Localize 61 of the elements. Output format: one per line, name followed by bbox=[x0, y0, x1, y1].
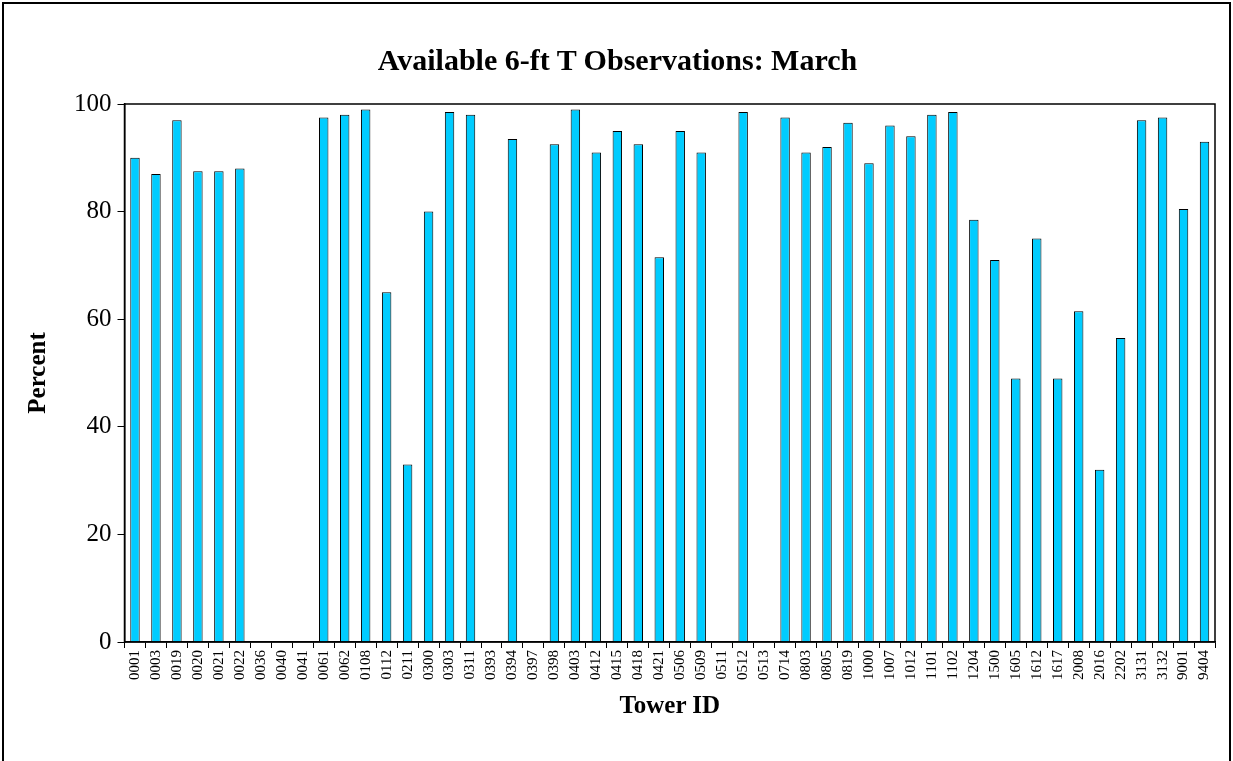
x-tick-label: 0108 bbox=[356, 650, 373, 680]
x-tick-label: 0020 bbox=[188, 650, 205, 680]
x-tick-label: 0001 bbox=[125, 650, 142, 680]
x-tick-label: 1012 bbox=[901, 650, 918, 680]
x-tick-label: 2202 bbox=[1111, 650, 1128, 680]
x-tick-label: 0397 bbox=[524, 649, 541, 680]
x-tick-label: 0819 bbox=[838, 650, 855, 680]
x-tick-label: 1007 bbox=[880, 649, 897, 680]
x-tick-label: 0418 bbox=[629, 650, 646, 680]
x-tick-label: 0019 bbox=[167, 650, 184, 680]
x-tick-label: 0403 bbox=[566, 650, 583, 680]
x-tick-label: 0022 bbox=[230, 650, 247, 680]
x-tick-label: 0513 bbox=[755, 650, 772, 680]
x-tick-label: 0021 bbox=[209, 650, 226, 680]
x-tick-label: 0511 bbox=[713, 650, 730, 680]
y-tick-label: 20 bbox=[86, 518, 112, 546]
x-tick-label: 2008 bbox=[1069, 650, 1086, 680]
x-tick-label: 0714 bbox=[776, 649, 793, 680]
x-tick-label: 1500 bbox=[985, 650, 1002, 680]
x-tick-label: 0506 bbox=[671, 649, 688, 680]
x-tick-label: 0394 bbox=[503, 649, 520, 680]
x-tick-label: 0509 bbox=[692, 650, 709, 680]
x-tick-label: 0398 bbox=[545, 650, 562, 680]
x-tick-label: 0211 bbox=[398, 650, 415, 680]
y-tick-label: 0 bbox=[99, 626, 112, 654]
x-tick-label: 0803 bbox=[797, 650, 813, 680]
x-tick-label: 0512 bbox=[734, 650, 751, 680]
y-tick-label: 40 bbox=[86, 411, 112, 439]
x-tick-label: 1101 bbox=[922, 650, 939, 680]
y-axis-title: Percent bbox=[23, 331, 51, 414]
x-tick-label: 0040 bbox=[272, 650, 289, 680]
y-tick-label: 60 bbox=[86, 303, 112, 331]
x-tick-label: 0036 bbox=[251, 649, 268, 680]
x-tick-label: 3132 bbox=[1153, 650, 1170, 680]
x-tick-label: 1605 bbox=[1006, 650, 1023, 680]
x-tick-label: 1612 bbox=[1027, 650, 1044, 680]
x-tick-label: 0421 bbox=[650, 650, 667, 680]
x-tick-label: 2016 bbox=[1090, 649, 1107, 680]
x-tick-label: 0303 bbox=[440, 650, 457, 680]
x-tick-label: 9404 bbox=[1195, 649, 1212, 680]
x-tick-label: 1617 bbox=[1048, 649, 1065, 680]
x-tick-label: 9001 bbox=[1174, 650, 1191, 680]
chart-title: Available 6-ft T Observations: March bbox=[377, 42, 858, 76]
x-tick-label: 1000 bbox=[859, 650, 876, 680]
x-tick-label: 1204 bbox=[964, 649, 981, 680]
x-tick-label: 3131 bbox=[1132, 650, 1149, 680]
x-tick-label: 0805 bbox=[817, 650, 834, 680]
x-tick-label: 0415 bbox=[608, 650, 625, 680]
x-tick-label: 0412 bbox=[587, 650, 604, 680]
x-tick-label: 0311 bbox=[461, 650, 478, 680]
x-tick-label: 0061 bbox=[314, 650, 331, 680]
x-axis-title: Tower ID bbox=[619, 691, 721, 719]
x-tick-label: 0393 bbox=[482, 650, 499, 680]
x-tick-label: 0062 bbox=[335, 650, 352, 680]
x-tick-label: 0300 bbox=[419, 650, 436, 680]
y-tick-label: 100 bbox=[74, 88, 112, 116]
x-tick-label: 0003 bbox=[146, 650, 163, 680]
x-tick-label: 0041 bbox=[293, 650, 310, 680]
x-tick-label: 1102 bbox=[943, 650, 960, 680]
y-tick-label: 80 bbox=[86, 196, 112, 224]
x-tick-label: 0112 bbox=[377, 650, 394, 680]
